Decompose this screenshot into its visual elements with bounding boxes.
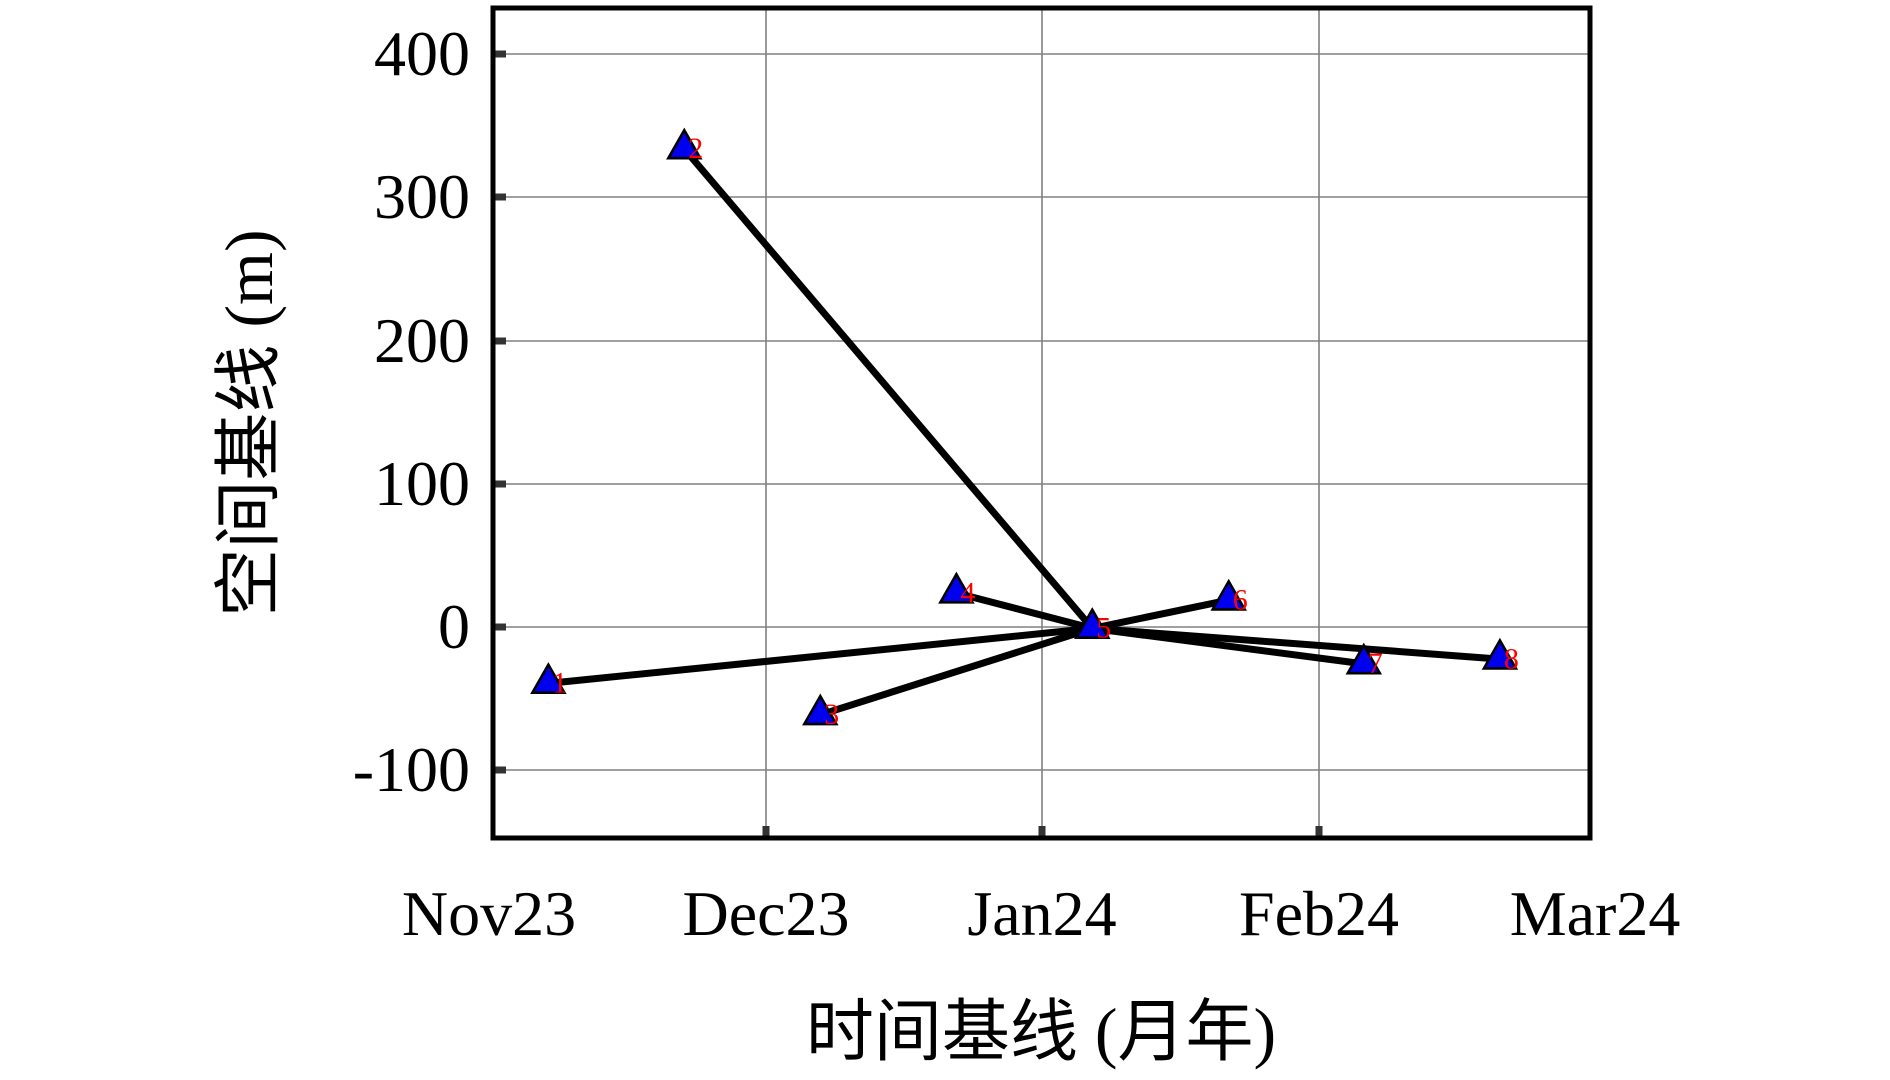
svg-text:8: 8 [1504,642,1519,675]
svg-text:空间基线 (m): 空间基线 (m) [211,229,287,616]
svg-text:-100: -100 [353,734,470,805]
svg-text:200: 200 [374,305,470,376]
svg-text:5: 5 [1096,612,1111,645]
svg-text:400: 400 [374,18,470,89]
svg-text:Dec23: Dec23 [682,878,849,949]
svg-text:300: 300 [374,161,470,232]
svg-text:Feb24: Feb24 [1239,878,1399,949]
svg-text:100: 100 [374,448,470,519]
svg-text:1: 1 [552,667,567,700]
svg-text:0: 0 [438,591,470,662]
svg-text:Jan24: Jan24 [967,878,1116,949]
svg-text:2: 2 [688,132,703,165]
svg-text:3: 3 [824,698,839,731]
svg-text:Nov23: Nov23 [402,878,576,949]
svg-text:时间基线 (月年): 时间基线 (月年) [806,994,1276,1070]
svg-text:4: 4 [960,576,975,609]
svg-text:6: 6 [1233,583,1248,616]
svg-text:7: 7 [1368,647,1383,680]
svg-text:Mar24: Mar24 [1510,878,1681,949]
